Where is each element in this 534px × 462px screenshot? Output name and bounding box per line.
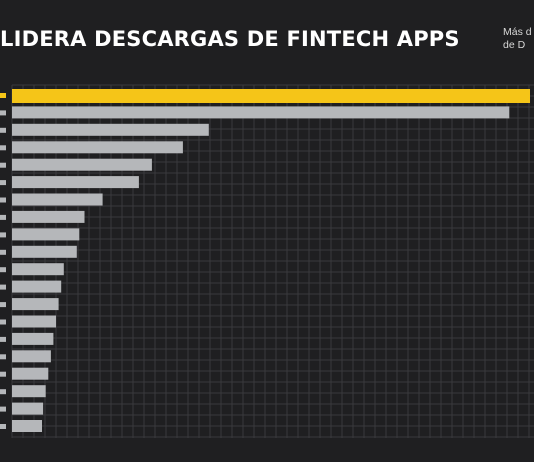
bar: [12, 367, 49, 380]
subtitle-line-2: de D: [503, 39, 526, 51]
bar: [12, 210, 85, 223]
bar: [12, 158, 152, 171]
category-label-fragment: [0, 180, 6, 186]
bar: [12, 176, 139, 189]
category-label-fragment: [0, 93, 6, 98]
category-label-fragment: [0, 302, 6, 308]
category-label-fragment: [0, 162, 6, 168]
subtitle-line-1: Más d: [503, 26, 532, 38]
bar: [12, 106, 510, 119]
category-label-fragment: [0, 145, 6, 151]
bar: [12, 332, 54, 345]
bar: [12, 298, 59, 311]
category-label-fragment: [0, 214, 6, 220]
category-label-fragment: [0, 267, 6, 273]
category-label-fragment: [0, 249, 6, 255]
bar: [12, 245, 77, 258]
bar: [12, 193, 103, 206]
bar: [12, 263, 64, 276]
chart-bars: [0, 89, 530, 432]
bar: [12, 385, 46, 398]
category-label-fragment: [0, 336, 6, 342]
bar-highlight: [12, 89, 530, 103]
bar: [12, 123, 209, 136]
bar: [12, 315, 56, 328]
category-label-fragment: [0, 424, 6, 429]
category-label-fragment: [0, 371, 6, 377]
category-label-fragment: [0, 284, 6, 290]
chart-subtitle: Más d de D: [503, 26, 532, 52]
category-label-fragment: [0, 127, 6, 133]
bar: [12, 228, 80, 241]
category-label-fragment: [0, 354, 6, 360]
bar: [12, 420, 42, 432]
bar: [12, 141, 183, 154]
category-label-fragment: [0, 197, 6, 203]
category-label-fragment: [0, 110, 6, 116]
bar: [12, 402, 44, 415]
chart-grid: [11, 84, 534, 438]
category-label-fragment: [0, 232, 6, 238]
category-label-fragment: [0, 406, 6, 412]
chart-title: LIDERA DESCARGAS DE FINTECH APPS: [0, 27, 460, 51]
bar: [12, 350, 51, 363]
bar: [12, 280, 62, 293]
category-label-fragment: [0, 319, 6, 325]
category-label-fragment: [0, 389, 6, 395]
